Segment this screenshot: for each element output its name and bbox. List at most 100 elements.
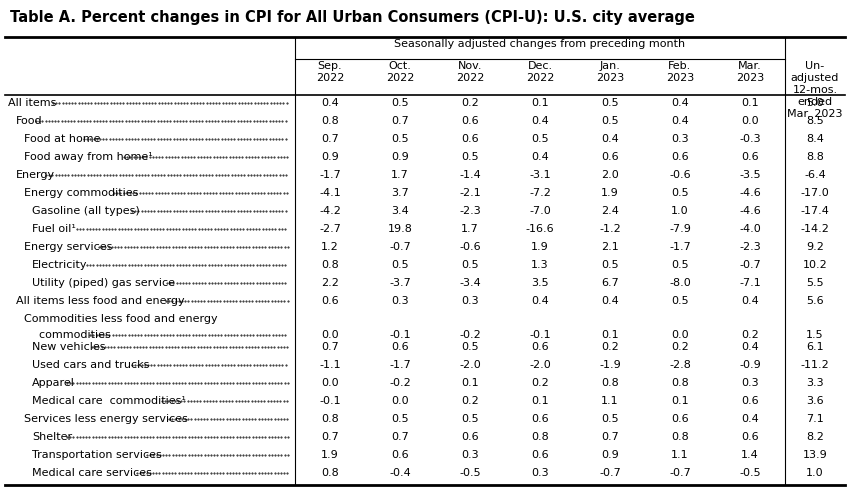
Text: Feb.
2023: Feb. 2023	[666, 61, 694, 83]
Text: 1.2: 1.2	[321, 242, 339, 252]
Text: Energy services: Energy services	[24, 242, 112, 252]
Text: 0.5: 0.5	[531, 134, 549, 144]
Text: 2.0: 2.0	[601, 170, 619, 180]
Text: Gasoline (all types): Gasoline (all types)	[32, 206, 139, 216]
Text: 8.8: 8.8	[806, 152, 824, 162]
Text: -0.5: -0.5	[459, 468, 481, 478]
Text: 1.5: 1.5	[806, 330, 824, 340]
Text: 5.5: 5.5	[806, 278, 824, 288]
Text: 0.0: 0.0	[391, 396, 409, 406]
Text: 0.6: 0.6	[741, 432, 759, 442]
Text: -1.1: -1.1	[320, 360, 341, 370]
Text: 1.0: 1.0	[806, 468, 824, 478]
Text: 0.1: 0.1	[531, 396, 549, 406]
Text: -2.8: -2.8	[669, 360, 691, 370]
Text: 0.5: 0.5	[601, 98, 619, 108]
Text: -3.4: -3.4	[459, 278, 481, 288]
Text: 8.2: 8.2	[806, 432, 824, 442]
Text: 1.9: 1.9	[531, 242, 549, 252]
Text: 6.1: 6.1	[806, 342, 824, 352]
Text: -0.1: -0.1	[320, 396, 341, 406]
Text: -1.2: -1.2	[599, 224, 620, 234]
Text: 0.8: 0.8	[321, 116, 339, 126]
Text: -7.2: -7.2	[529, 188, 551, 198]
Text: 0.7: 0.7	[321, 342, 339, 352]
Text: Used cars and trucks: Used cars and trucks	[32, 360, 150, 370]
Text: 0.5: 0.5	[672, 260, 688, 270]
Text: 0.8: 0.8	[672, 378, 688, 388]
Text: Medical care  commodities¹: Medical care commodities¹	[32, 396, 186, 406]
Text: 0.0: 0.0	[741, 116, 759, 126]
Text: -1.7: -1.7	[319, 170, 341, 180]
Text: 19.8: 19.8	[388, 224, 412, 234]
Text: 0.9: 0.9	[601, 450, 619, 460]
Text: Energy commodities: Energy commodities	[24, 188, 139, 198]
Text: 10.2: 10.2	[802, 260, 827, 270]
Text: 0.5: 0.5	[462, 342, 479, 352]
Text: 0.5: 0.5	[391, 134, 409, 144]
Text: 0.4: 0.4	[531, 296, 549, 306]
Text: 0.0: 0.0	[321, 378, 339, 388]
Text: Shelter: Shelter	[32, 432, 72, 442]
Text: -0.3: -0.3	[740, 134, 761, 144]
Text: -2.1: -2.1	[459, 188, 481, 198]
Text: 0.6: 0.6	[462, 134, 479, 144]
Text: 0.5: 0.5	[672, 188, 688, 198]
Text: -14.2: -14.2	[801, 224, 830, 234]
Text: 0.7: 0.7	[601, 432, 619, 442]
Text: 0.8: 0.8	[601, 378, 619, 388]
Text: 1.9: 1.9	[321, 450, 339, 460]
Text: 0.4: 0.4	[741, 414, 759, 424]
Text: Energy: Energy	[16, 170, 55, 180]
Text: 0.7: 0.7	[321, 134, 339, 144]
Text: -7.9: -7.9	[669, 224, 691, 234]
Text: -0.4: -0.4	[389, 468, 411, 478]
Text: 0.8: 0.8	[321, 260, 339, 270]
Text: 0.6: 0.6	[672, 152, 688, 162]
Text: 0.2: 0.2	[461, 396, 479, 406]
Text: -0.1: -0.1	[530, 330, 551, 340]
Text: Mar.
2023: Mar. 2023	[736, 61, 764, 83]
Text: All items less food and energy: All items less food and energy	[16, 296, 184, 306]
Text: -2.3: -2.3	[740, 242, 761, 252]
Text: -2.0: -2.0	[529, 360, 551, 370]
Text: 0.9: 0.9	[391, 152, 409, 162]
Text: commodities: commodities	[32, 330, 110, 340]
Text: Sep.
2022: Sep. 2022	[316, 61, 344, 83]
Text: 7.1: 7.1	[806, 414, 824, 424]
Text: 2.4: 2.4	[601, 206, 619, 216]
Text: 0.3: 0.3	[391, 296, 409, 306]
Text: 2.2: 2.2	[321, 278, 339, 288]
Text: 0.7: 0.7	[321, 432, 339, 442]
Text: 0.4: 0.4	[531, 116, 549, 126]
Text: -17.4: -17.4	[801, 206, 830, 216]
Text: 0.6: 0.6	[672, 414, 688, 424]
Text: 0.5: 0.5	[601, 116, 619, 126]
Text: 0.6: 0.6	[741, 396, 759, 406]
Text: Medical care services: Medical care services	[32, 468, 152, 478]
Text: 5.6: 5.6	[806, 296, 824, 306]
Text: 0.5: 0.5	[462, 152, 479, 162]
Text: 0.6: 0.6	[462, 116, 479, 126]
Text: 5.0: 5.0	[806, 98, 824, 108]
Text: 0.6: 0.6	[531, 342, 549, 352]
Text: Food away from home¹: Food away from home¹	[24, 152, 153, 162]
Text: 0.1: 0.1	[672, 396, 688, 406]
Text: 0.4: 0.4	[601, 296, 619, 306]
Text: 1.9: 1.9	[601, 188, 619, 198]
Text: 9.2: 9.2	[806, 242, 824, 252]
Text: 1.3: 1.3	[531, 260, 549, 270]
Text: 3.5: 3.5	[531, 278, 549, 288]
Text: -4.2: -4.2	[319, 206, 341, 216]
Text: 0.6: 0.6	[462, 432, 479, 442]
Text: 0.9: 0.9	[321, 152, 339, 162]
Text: -16.6: -16.6	[525, 224, 554, 234]
Text: -3.5: -3.5	[740, 170, 761, 180]
Text: -0.5: -0.5	[740, 468, 761, 478]
Text: -2.7: -2.7	[319, 224, 341, 234]
Text: 0.5: 0.5	[391, 414, 409, 424]
Text: -0.7: -0.7	[740, 260, 761, 270]
Text: 0.8: 0.8	[321, 468, 339, 478]
Text: Fuel oil¹: Fuel oil¹	[32, 224, 76, 234]
Text: -0.2: -0.2	[389, 378, 411, 388]
